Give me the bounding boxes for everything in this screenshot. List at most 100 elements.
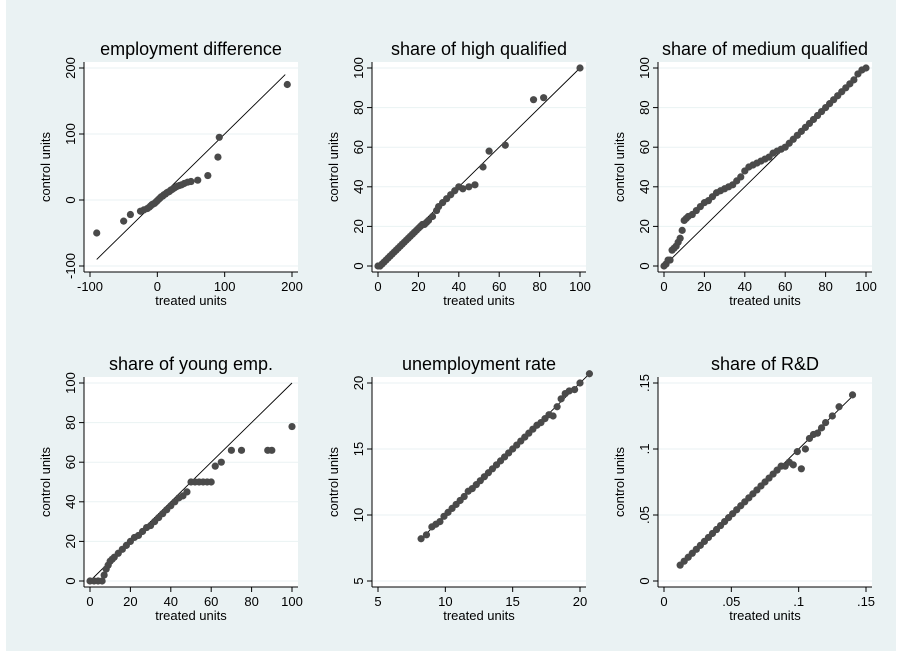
- reference-line: [96, 74, 286, 260]
- data-point: [850, 76, 858, 84]
- y-axis-title: control units: [326, 131, 341, 202]
- data-point: [100, 571, 108, 579]
- data-point: [549, 412, 557, 420]
- data-point: [817, 424, 826, 432]
- y-tick-label: 40: [637, 180, 652, 194]
- data-point: [120, 217, 128, 225]
- y-axis-title: control units: [38, 131, 53, 202]
- x-tick-label: 60: [492, 279, 506, 294]
- x-tick-label: 100: [214, 279, 236, 294]
- y-tick-label: 0: [63, 196, 78, 203]
- y-axis-title: control units: [38, 446, 53, 517]
- x-axis-title: treated units: [443, 608, 515, 623]
- panel-2: 0 20 40 60 80 100 0 20 40 60 80 100 treated units con…: [326, 39, 591, 308]
- data-point: [417, 535, 425, 543]
- x-tick-label: 0: [660, 594, 667, 609]
- x-tick-label: 200: [281, 279, 303, 294]
- data-point: [793, 448, 801, 456]
- y-tick-label: 20: [351, 219, 366, 233]
- panel-title: employment difference: [100, 39, 282, 59]
- data-point: [565, 387, 573, 395]
- panel-title: share of R&D: [711, 354, 819, 374]
- x-tick-label: 20: [697, 279, 711, 294]
- y-tick-label: 60: [351, 140, 366, 154]
- panel-4: 0 20 40 60 80 100 0 20 40 60 80 100 treated units con…: [38, 354, 303, 623]
- data-point: [422, 531, 431, 539]
- data-point: [571, 386, 579, 394]
- y-axis-title: control units: [612, 446, 627, 517]
- data-point: [471, 181, 479, 189]
- x-tick-label: 100: [281, 594, 303, 609]
- y-tick-label: 80: [63, 415, 78, 429]
- data-point: [576, 64, 584, 72]
- x-tick-label: 0: [374, 279, 381, 294]
- data-point: [801, 445, 810, 453]
- y-tick-label: 0: [637, 577, 652, 584]
- y-tick-label: 40: [63, 495, 78, 509]
- data-point: [460, 492, 468, 501]
- panel-title: share of medium qualified: [662, 39, 868, 59]
- panel-title: share of young emp.: [109, 354, 273, 374]
- y-tick-label: 0: [637, 262, 652, 269]
- y-tick-label: -100: [63, 253, 78, 279]
- data-point: [268, 446, 276, 454]
- x-tick-label: 40: [738, 279, 752, 294]
- data-point: [557, 395, 565, 403]
- x-tick-label: 0: [86, 594, 93, 609]
- data-point: [678, 226, 686, 234]
- x-tick-label: 80: [818, 279, 832, 294]
- data-point: [98, 577, 106, 585]
- data-point: [204, 171, 212, 180]
- data-point: [211, 462, 219, 470]
- data-point: [183, 488, 191, 496]
- x-tick-label: 0: [660, 279, 667, 294]
- y-tick-label: .1: [637, 444, 652, 455]
- panel-5: 5 10 15 20 5 10 15 20 treated units control units…: [326, 354, 594, 623]
- y-axis-title: control units: [326, 446, 341, 517]
- x-tick-label: .15: [857, 594, 875, 609]
- y-tick-label: 20: [637, 219, 652, 233]
- data-point: [436, 518, 444, 526]
- x-tick-label: 80: [532, 279, 546, 294]
- y-tick-label: 20: [351, 376, 366, 390]
- y-tick-label: .05: [637, 506, 652, 524]
- data-point: [227, 446, 235, 454]
- panel-1: -100 0 100 200 -100 0 100 200 treated units contr…: [38, 39, 303, 308]
- y-tick-label: 200: [63, 57, 78, 79]
- y-tick-label: 20: [63, 534, 78, 548]
- y-axis-title: control units: [612, 131, 627, 202]
- data-point: [479, 163, 487, 171]
- data-point: [217, 458, 225, 466]
- data-point: [576, 379, 584, 387]
- y-tick-label: 100: [351, 57, 366, 79]
- y-tick-label: 100: [63, 123, 78, 145]
- x-tick-label: 20: [411, 279, 425, 294]
- data-point: [194, 176, 202, 184]
- data-point: [501, 141, 509, 149]
- y-tick-label: 100: [63, 372, 78, 394]
- data-point: [428, 212, 437, 221]
- y-tick-label: 60: [637, 140, 652, 154]
- x-tick-label: -100: [77, 279, 103, 294]
- data-point: [529, 96, 538, 104]
- data-point: [848, 391, 857, 399]
- data-point: [187, 177, 195, 186]
- x-tick-label: .1: [793, 594, 804, 609]
- x-tick-label: 5: [374, 594, 381, 609]
- data-point: [862, 64, 870, 72]
- x-tick-label: 20: [573, 594, 587, 609]
- data-point: [237, 446, 246, 454]
- x-tick-label: 40: [164, 594, 178, 609]
- data-point: [666, 256, 674, 264]
- data-point: [93, 229, 101, 237]
- x-tick-label: 20: [123, 594, 137, 609]
- data-point: [283, 80, 291, 89]
- x-axis-title: treated units: [443, 293, 515, 308]
- y-tick-label: 80: [351, 100, 366, 114]
- data-point: [215, 133, 223, 141]
- y-tick-label: 10: [351, 508, 366, 522]
- x-axis-title: treated units: [729, 293, 801, 308]
- x-tick-label: 10: [438, 594, 452, 609]
- x-axis-title: treated units: [155, 608, 227, 623]
